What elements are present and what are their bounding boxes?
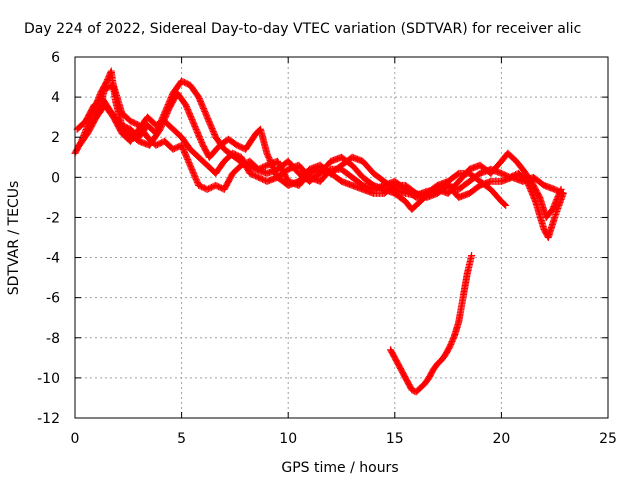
y-tick-label: -8 [46,331,60,347]
data-point [559,189,567,197]
y-tick-label: -6 [46,291,60,307]
x-tick-label: 20 [492,431,510,447]
y-axis-label: SDTVAR / TECUs [6,181,22,296]
data-point [558,189,566,197]
series-track-2 [73,89,565,221]
data-point [501,200,509,208]
grid-lines [75,57,608,418]
x-tick-label: 10 [279,431,297,447]
x-tick-label: 15 [386,431,404,447]
y-tick-label: 2 [51,130,60,146]
y-tick-label: -12 [37,411,60,427]
series-track-1 [71,67,567,241]
x-axis-label: GPS time / hours [281,460,398,476]
series-track-4 [92,101,510,209]
y-tick-label: 4 [51,90,60,106]
y-tick-label: -10 [37,371,60,387]
data-point [468,252,476,260]
y-tick-label: 0 [51,170,60,186]
plot-frame [74,56,609,419]
y-tick-label: 6 [51,50,60,66]
x-tick-label: 0 [71,431,80,447]
series-track-5 [387,252,476,396]
y-tick-label: -2 [46,210,60,226]
x-tick-label: 5 [177,431,186,447]
data-series [71,67,567,396]
data-point [502,201,510,209]
y-tick-label: -4 [46,251,60,267]
chart-title: Day 224 of 2022, Sidereal Day-to-day VTE… [24,21,581,37]
x-tick-label: 25 [599,431,617,447]
